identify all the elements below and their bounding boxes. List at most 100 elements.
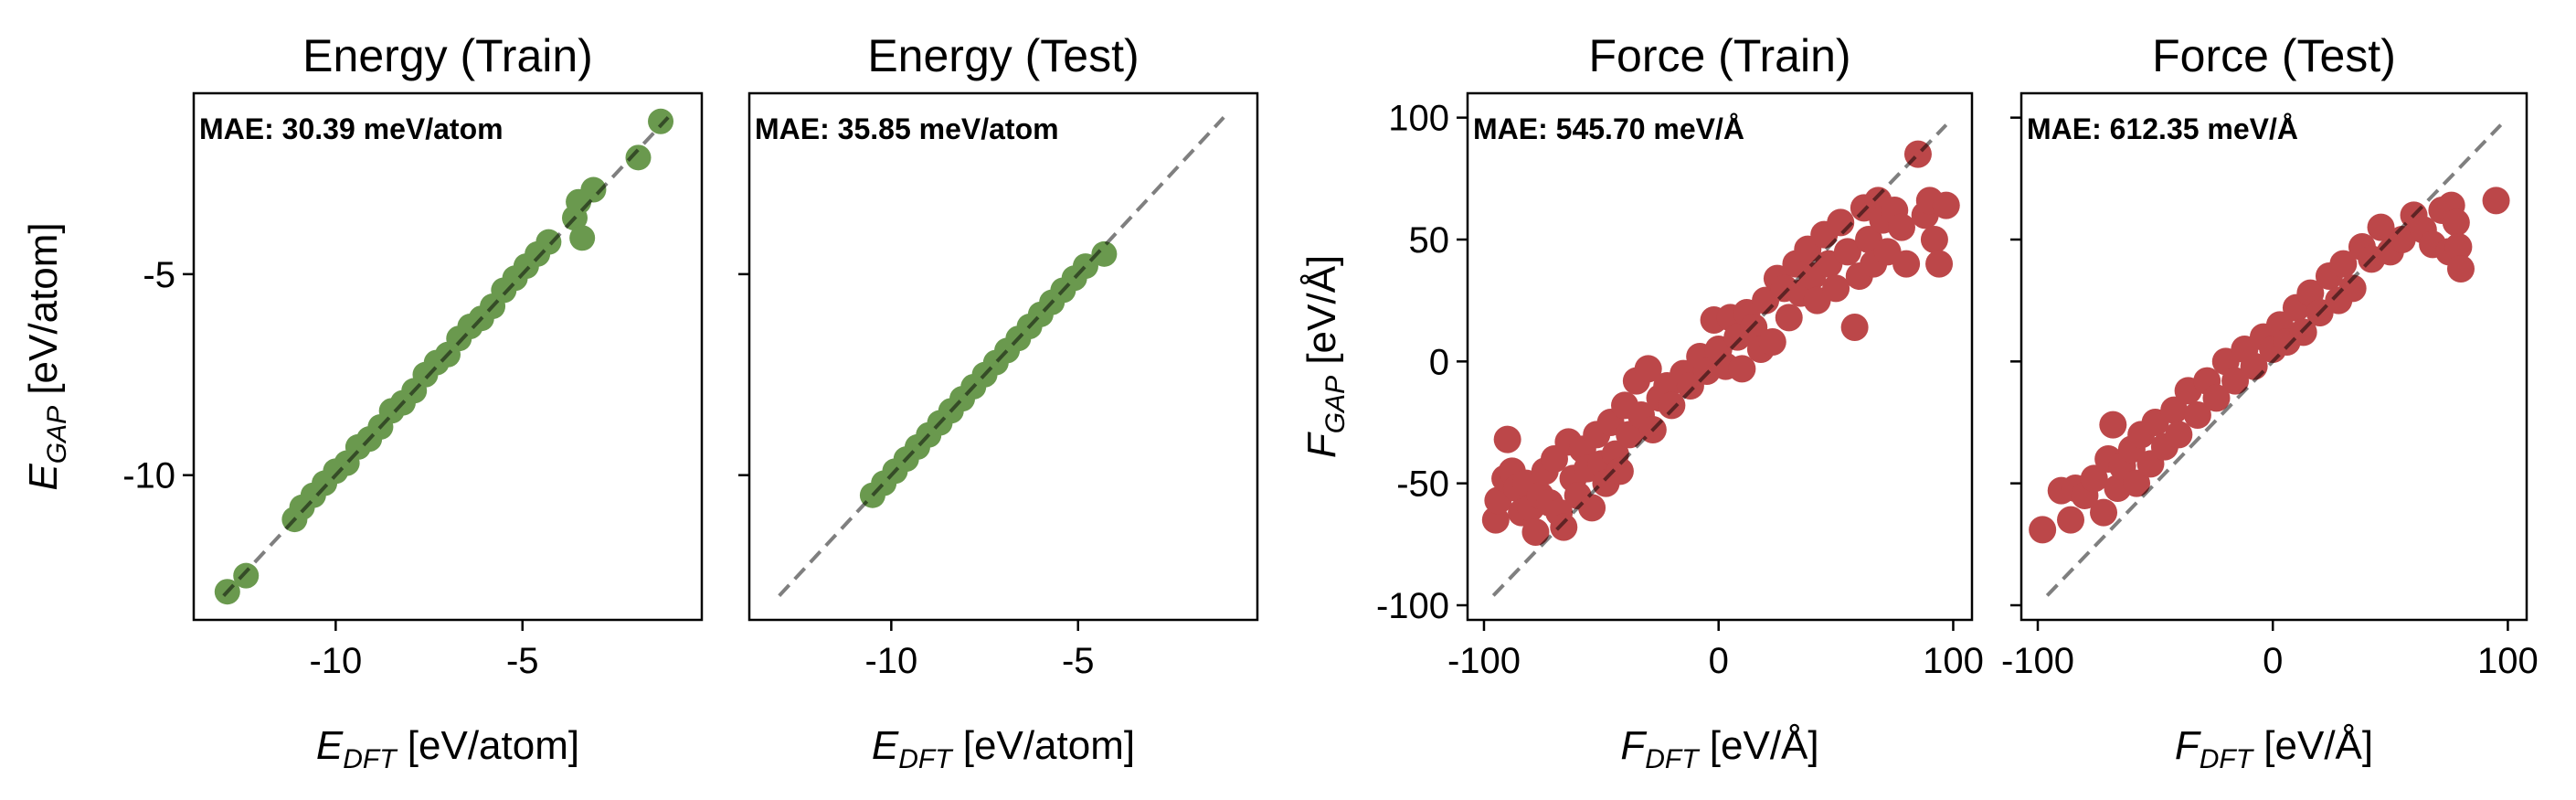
data-point [1091, 240, 1118, 267]
panel-2: Energy (Test) MAE: 35.85 meV/atom -10 -5 EDF… [738, 30, 1259, 774]
data-point [1728, 355, 1756, 383]
x-tick-label: 0 [2263, 641, 2283, 681]
data-point [1775, 304, 1803, 332]
scatter-points [859, 240, 1118, 508]
y-axis-label: FGAP [eV/Å] [1299, 255, 1351, 458]
data-point [1892, 250, 1921, 278]
axis-label-subscript: DFT [343, 744, 398, 774]
data-point [2165, 421, 2193, 449]
axis-label-unit: [eV/atom] [397, 723, 580, 768]
data-point [2029, 516, 2057, 544]
panel-title: Energy (Test) [867, 30, 1139, 81]
axis-label-subscript: GAP [42, 406, 72, 464]
mae-annotation: MAE: 35.85 meV/atom [755, 112, 1059, 145]
axis-label-symbol: F [1620, 723, 1647, 768]
panel-title: Energy (Train) [302, 30, 593, 81]
data-point [1840, 314, 1869, 341]
axis-label-symbol: F [1299, 432, 1344, 458]
y-tick-label: 100 [1388, 99, 1449, 139]
panel-1: Energy (Train) MAE: 30.39 meV/atom -10 -5 -1… [21, 30, 704, 774]
data-point [2221, 367, 2250, 395]
axis-label-symbol: E [316, 723, 344, 768]
panel-title: Force (Train) [1588, 30, 1850, 81]
parity-diagonal-line [222, 116, 670, 597]
y-axis-label: EGAP [eV/atom] [21, 222, 72, 490]
plot-frame [2019, 91, 2528, 622]
data-point [1634, 355, 1662, 383]
data-point [2442, 208, 2470, 237]
data-point [2090, 498, 2118, 527]
data-point [2160, 396, 2189, 424]
x-tick-label: -100 [2001, 641, 2074, 681]
x-tick-label: -5 [1062, 641, 1095, 681]
panel-title: Force (Test) [2152, 30, 2396, 81]
axis-label-subscript: DFT [898, 744, 954, 774]
axis-label-unit: [eV/Å] [1299, 255, 1344, 376]
parity-diagonal-line [1491, 123, 1948, 597]
axis-label-symbol: E [21, 464, 66, 491]
data-point [1578, 494, 1606, 522]
x-axis-label: EDFT [eV/atom] [872, 723, 1135, 774]
data-point [1920, 226, 1948, 253]
data-point [2329, 250, 2358, 278]
axis-label-unit: [eV/atom] [21, 222, 66, 406]
y-tick-label: -50 [1396, 464, 1449, 505]
data-point [2482, 187, 2510, 215]
panel-3: Force (Train) MAE: 545.70 meV/Å -100 0 100 -1… [1299, 30, 1984, 774]
x-axis-label: FDFT [eV/Å] [2175, 723, 2373, 774]
data-point [1932, 191, 1960, 219]
y-tick-label: -5 [143, 255, 175, 295]
axis-label-unit: [eV/atom] [952, 723, 1136, 768]
data-point [1887, 213, 1915, 241]
x-tick-label: 0 [1709, 641, 1729, 681]
data-point [1925, 250, 1954, 278]
data-point [1493, 425, 1521, 453]
data-point [2338, 274, 2367, 303]
data-point [648, 108, 674, 134]
x-tick-label: 100 [1923, 641, 1984, 681]
data-point [2057, 506, 2085, 534]
y-tick-label: -10 [122, 456, 175, 496]
x-tick-label: -5 [506, 641, 539, 681]
x-tick-label: -10 [309, 641, 362, 681]
y-tick-label: -100 [1376, 586, 1449, 626]
panel-4: Force (Test) MAE: 612.35 meV/Å -100 0 100 FDF… [2001, 30, 2539, 774]
axis-label-unit: [eV/Å] [2253, 723, 2373, 768]
parity-diagonal-line [2045, 123, 2503, 597]
x-axis-label: FDFT [eV/Å] [1620, 723, 1818, 774]
data-point [569, 225, 596, 251]
x-tick-label: -100 [1447, 641, 1521, 681]
scatter-points [1481, 140, 1960, 546]
data-point [1658, 391, 1686, 420]
axis-label-subscript: GAP [1320, 376, 1351, 433]
data-point [2367, 213, 2395, 241]
parity-diagonal-line [778, 116, 1225, 597]
plot-frame [747, 91, 1259, 622]
data-point [1822, 274, 1850, 303]
axis-label-symbol: E [872, 723, 899, 768]
data-point [1758, 328, 1786, 356]
scatter-points [2029, 187, 2510, 544]
plot-frame [192, 91, 704, 622]
x-tick-label: -10 [864, 641, 917, 681]
data-point [1521, 518, 1550, 546]
axis-label-subscript: DFT [1645, 744, 1701, 774]
data-point [535, 229, 562, 255]
data-point [233, 562, 260, 589]
axis-label-subscript: DFT [2200, 744, 2255, 774]
data-point [2099, 411, 2127, 439]
axis-label-unit: [eV/Å] [1699, 723, 1819, 768]
mae-annotation: MAE: 545.70 meV/Å [1473, 112, 1744, 145]
data-point [625, 144, 652, 171]
data-point [2080, 464, 2108, 493]
data-point [1833, 238, 1861, 266]
x-tick-label: 100 [2477, 641, 2539, 681]
x-axis-label: EDFT [eV/atom] [316, 723, 579, 774]
data-point [2444, 233, 2473, 261]
y-tick-label: 50 [1409, 220, 1450, 261]
data-point [2202, 384, 2231, 412]
data-point [580, 176, 607, 203]
data-point [2446, 255, 2475, 283]
data-point [2183, 401, 2211, 429]
